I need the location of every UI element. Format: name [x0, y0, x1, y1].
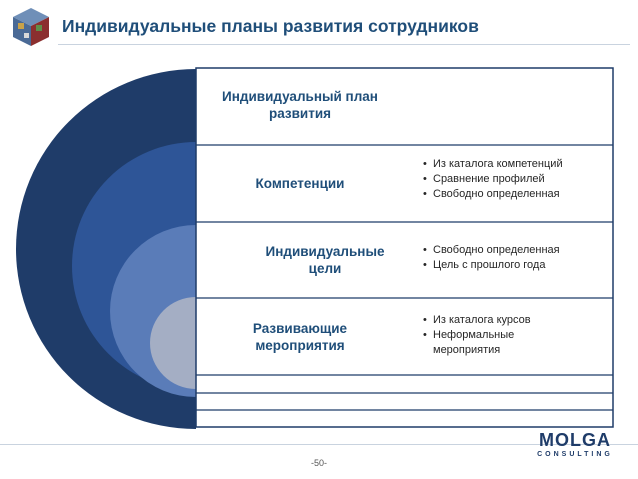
section-label-line1: Развивающие [252, 321, 348, 336]
logo-cube-icon [13, 8, 49, 46]
logo-text: MOLGA [539, 430, 611, 450]
header-divider [58, 44, 630, 45]
section-label-goals: Индивидуальные цели [240, 243, 410, 277]
section-label-line2: мероприятия [255, 338, 345, 353]
list-item: Цель с прошлого года [423, 258, 608, 273]
section-label-line1: Индивидуальные [265, 244, 385, 259]
goals-bullet-list: Свободно определенная Цель с прошлого го… [423, 243, 608, 273]
list-item: мероприятия [433, 344, 501, 356]
list-item: Неформальные [423, 328, 608, 343]
activities-bullet-list: Из каталога курсов Неформальные мероприя… [423, 313, 608, 358]
section-label-line1: Компетенции [255, 176, 345, 191]
section-label-activities: Развивающие мероприятия [215, 320, 385, 354]
section-label-competencies: Компетенции [215, 175, 385, 192]
plan-title-line1: Индивидуальный план [222, 89, 378, 104]
section-label-line2: цели [308, 261, 342, 276]
list-item: Из каталога курсов [423, 313, 608, 328]
plan-title-line2: развития [268, 106, 331, 121]
list-item: Свободно определенная [423, 243, 608, 258]
page-number: -50- [310, 458, 327, 468]
competencies-bullet-list: Из каталога компетенций Сравнение профил… [423, 157, 608, 202]
page-title: Индивидуальные планы развития сотруднико… [62, 16, 479, 36]
logo-subtext: CONSULTING [537, 451, 613, 458]
ring-activities [150, 297, 196, 389]
list-item: Сравнение профилей [423, 172, 608, 187]
company-logo: MOLGA CONSULTING [525, 430, 625, 464]
list-item: Свободно определенная [423, 187, 608, 202]
footer-divider [0, 444, 638, 445]
list-item: Из каталога компетенций [423, 157, 608, 172]
plan-title: Индивидуальный план развития [200, 88, 400, 122]
